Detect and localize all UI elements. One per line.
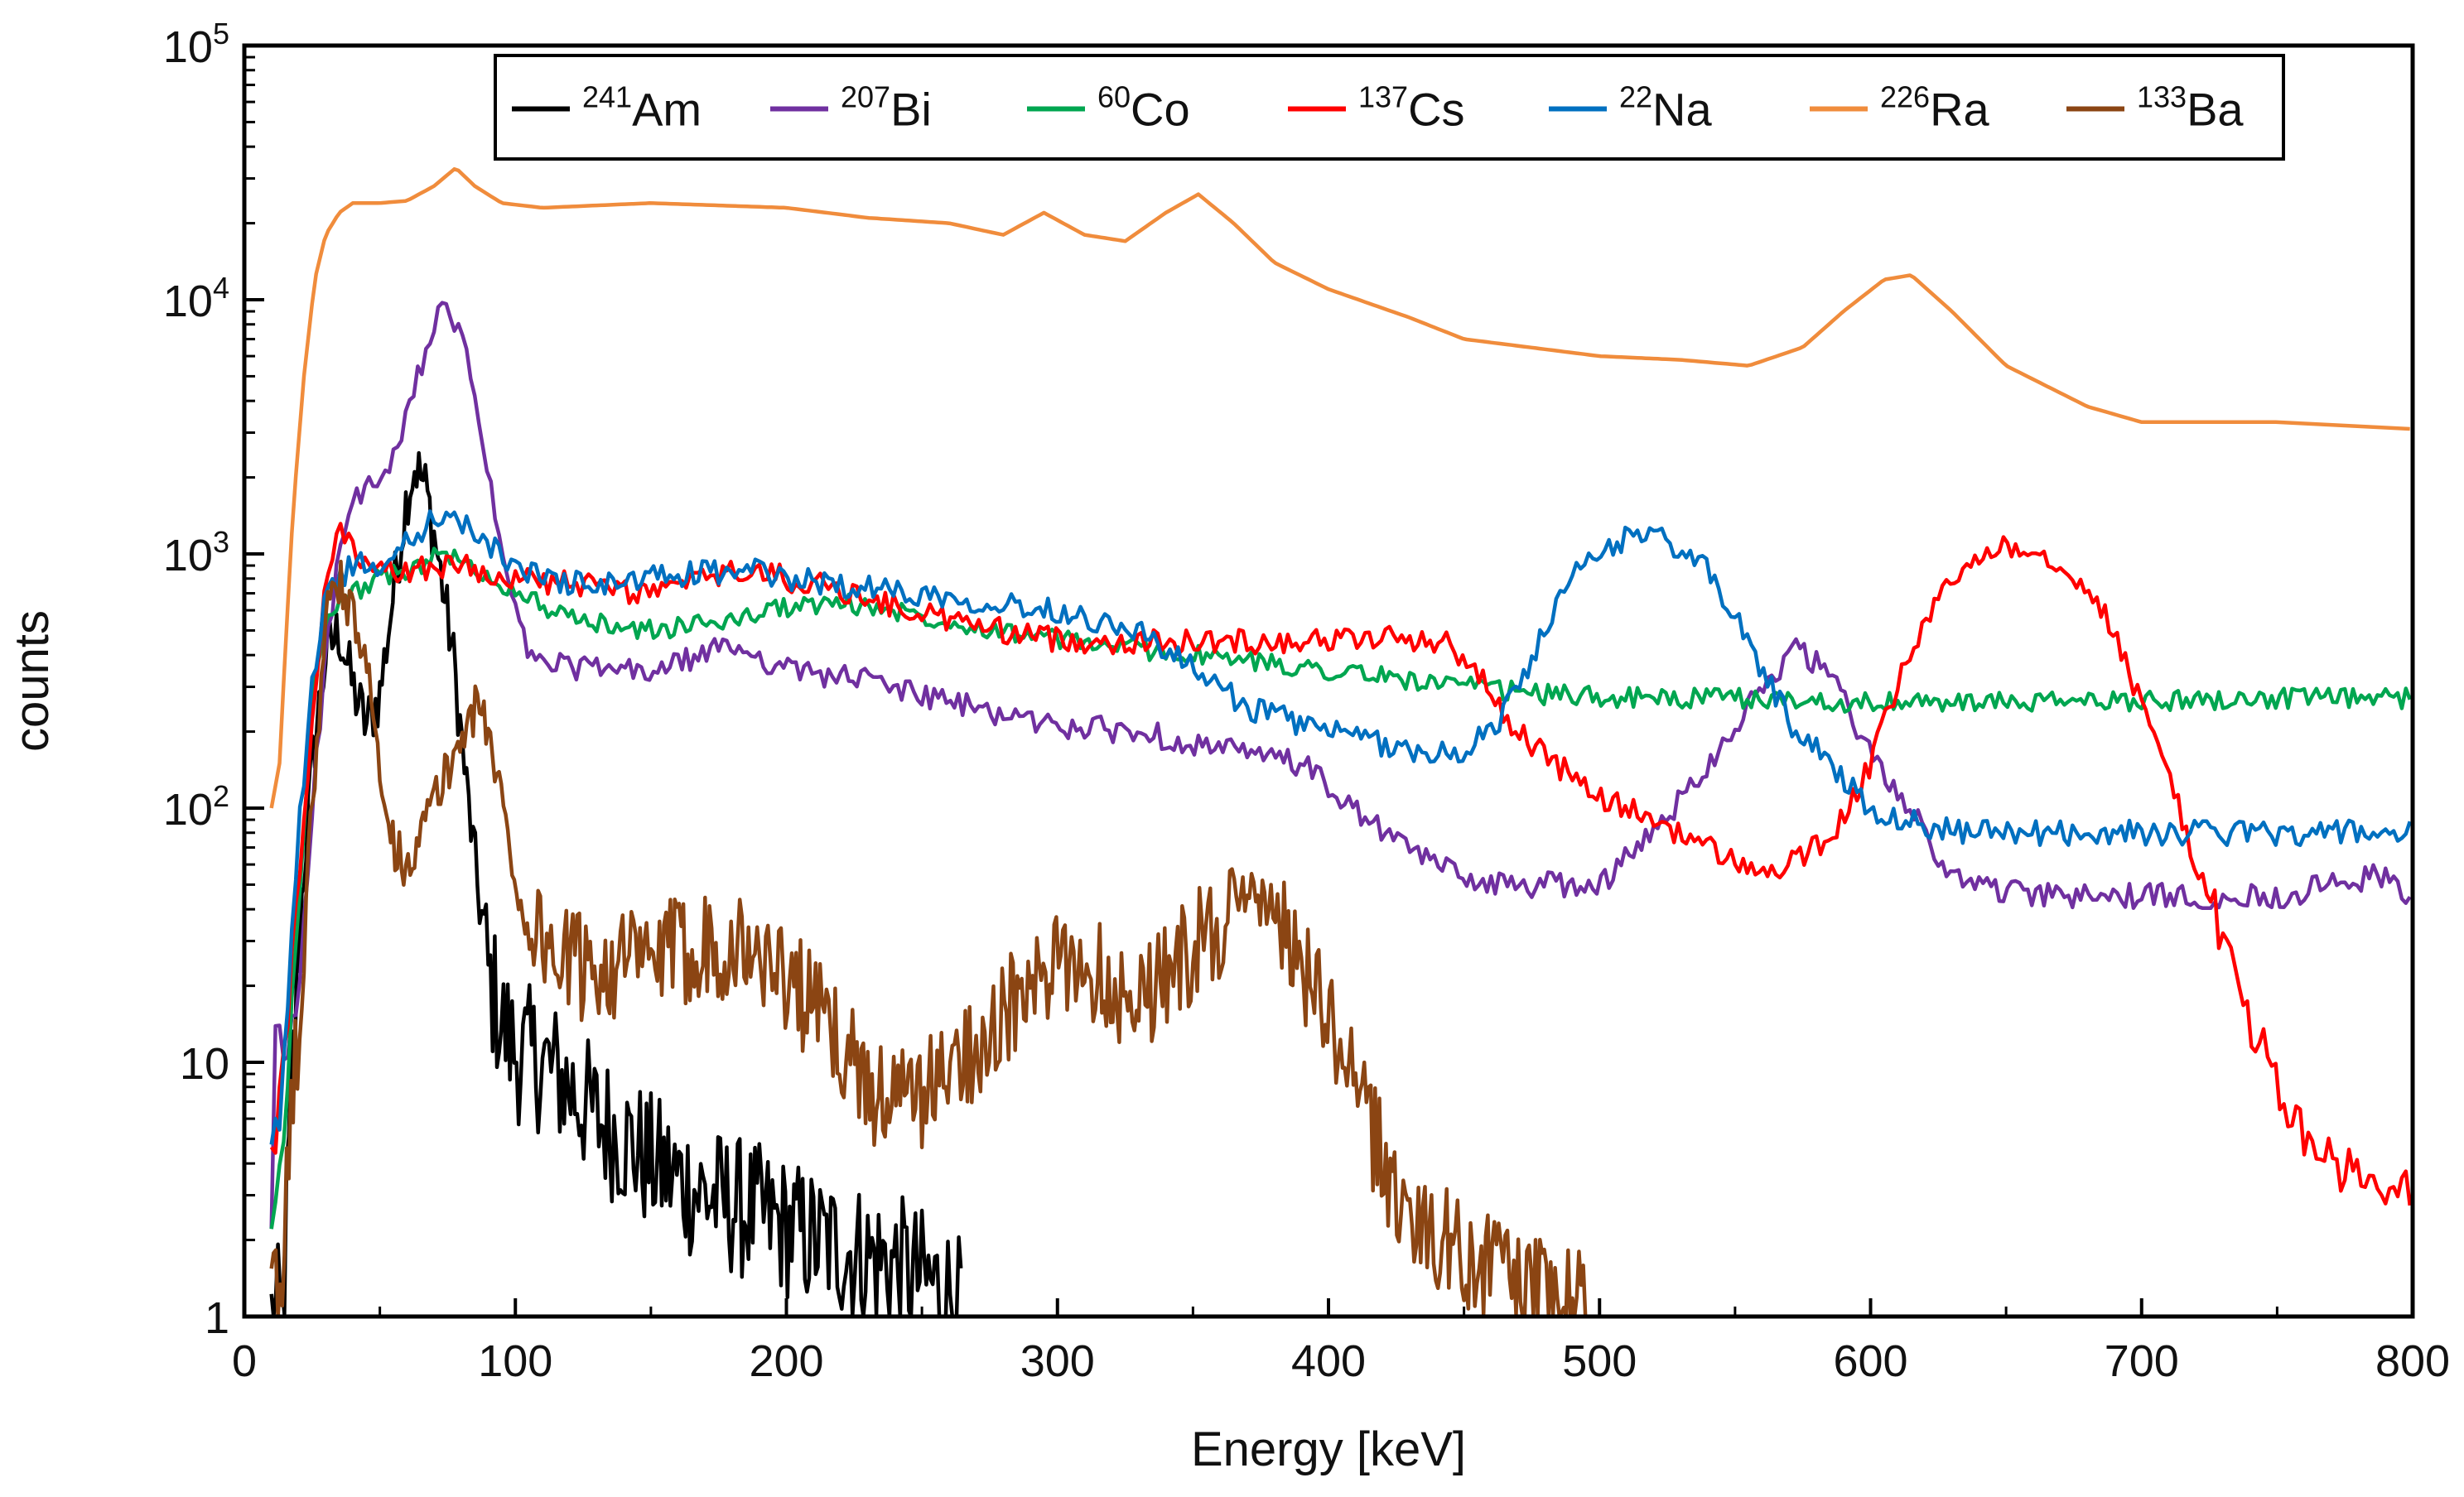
y-tick-label: 104 — [163, 271, 229, 326]
series-line-cs — [269, 522, 2412, 1206]
series-line-ba — [269, 560, 1588, 1319]
series-line-co — [269, 546, 2412, 1230]
x-axis-label: Energy [keV] — [1191, 1422, 1466, 1476]
y-tick-label: 105 — [163, 17, 229, 72]
x-tick-label: 800 — [2375, 1336, 2450, 1386]
x-tick-label: 600 — [1833, 1336, 1907, 1386]
legend: 241Am 207Bi 60Co 137Cs 22Na 226Ra 133Ba — [494, 54, 2285, 161]
y-axis: 1 10 102 103 104 105 — [163, 17, 264, 1343]
series-line-bi — [269, 301, 2412, 1230]
legend-label: 133Ba — [2137, 80, 2244, 136]
x-tick-label: 0 — [232, 1336, 257, 1386]
legend-label: 22Na — [1619, 80, 1712, 136]
series-line-am — [269, 450, 963, 1319]
series-line-na — [269, 509, 2412, 1145]
legend-label: 207Bi — [841, 80, 932, 136]
series-layer — [269, 166, 2412, 1319]
x-axis: 0 100 200 300 400 500 600 700 800 — [232, 1298, 2450, 1386]
y-axis-label: counts — [5, 610, 59, 752]
series-line-ra — [269, 166, 2410, 809]
x-tick-label: 300 — [1020, 1336, 1095, 1386]
x-tick-label: 100 — [478, 1336, 552, 1386]
legend-label: 226Ra — [1880, 80, 1990, 136]
legend-label: 241Am — [582, 80, 702, 136]
legend-label: 137Cs — [1358, 80, 1465, 136]
x-tick-label: 700 — [2105, 1336, 2179, 1386]
x-tick-label: 400 — [1291, 1336, 1366, 1386]
y-tick-label: 1 — [205, 1293, 229, 1343]
x-tick-label: 200 — [749, 1336, 823, 1386]
legend-label: 60Co — [1097, 80, 1190, 136]
y-tick-label: 103 — [163, 525, 229, 580]
y-tick-label: 10 — [180, 1039, 229, 1089]
x-tick-label: 500 — [1562, 1336, 1637, 1386]
y-tick-label: 102 — [163, 779, 229, 835]
